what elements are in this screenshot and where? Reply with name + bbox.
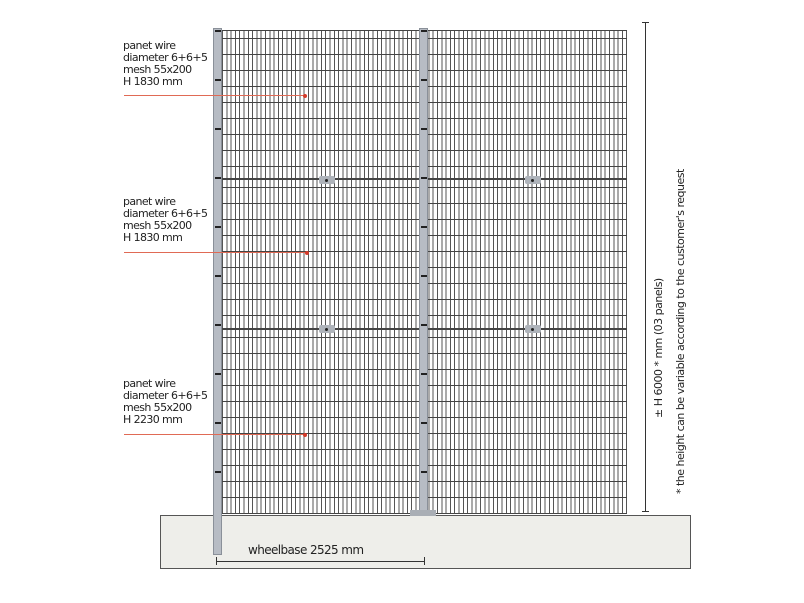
- post-clamp: [215, 128, 221, 130]
- post-clamp: [215, 373, 221, 375]
- dimension-tick: [424, 557, 425, 565]
- post-clamp: [421, 373, 427, 375]
- post-clamp: [421, 79, 427, 81]
- label-line: panet wire: [123, 39, 176, 52]
- label-line: H 1830 mm: [123, 231, 183, 244]
- panel-label-bottom: panet wire diameter 6+6+5 mesh 55x200 H …: [123, 377, 208, 426]
- post-base-plate: [410, 510, 436, 516]
- panel-bracket: [525, 176, 541, 184]
- post-clamp: [215, 177, 221, 179]
- post-clamp: [215, 226, 221, 228]
- post-clamp: [215, 30, 221, 32]
- wheelbase-dimension-line: [216, 561, 425, 562]
- panel-bracket: [525, 325, 541, 333]
- panel-label-middle: panet wire diameter 6+6+5 mesh 55x200 H …: [123, 195, 208, 244]
- post-clamp: [215, 471, 221, 473]
- panel-bracket: [319, 176, 335, 184]
- label-line: H 2230 mm: [123, 413, 183, 426]
- post-clamp: [421, 422, 427, 424]
- label-line: mesh 55x200: [123, 63, 192, 76]
- post-clamp: [421, 128, 427, 130]
- post-clamp: [215, 422, 221, 424]
- post-clamp: [421, 471, 427, 473]
- dimension-tick: [642, 22, 649, 23]
- label-line: panet wire: [123, 195, 176, 208]
- post-clamp: [421, 226, 427, 228]
- post-clamp: [421, 275, 427, 277]
- height-dimension-text: ± H 6000 * mm (03 panels): [652, 278, 665, 418]
- dimension-tick: [642, 511, 649, 512]
- leader-line: [124, 432, 307, 437]
- post-clamp: [421, 177, 427, 179]
- fence-post-left: [213, 28, 222, 555]
- post-clamp: [215, 79, 221, 81]
- post-clamp: [421, 30, 427, 32]
- panel-label-top: panet wire diameter 6+6+5 mesh 55x200 H …: [123, 39, 208, 88]
- leader-line: [124, 250, 309, 255]
- label-line: diameter 6+6+5: [123, 207, 208, 220]
- height-dimension-line: [645, 22, 646, 512]
- label-line: mesh 55x200: [123, 219, 192, 232]
- label-line: panet wire: [123, 377, 176, 390]
- post-clamp: [421, 324, 427, 326]
- height-note-text: * the height can be variable according t…: [674, 169, 687, 494]
- leader-line: [124, 93, 307, 98]
- label-line: mesh 55x200: [123, 401, 192, 414]
- wheelbase-text: wheelbase 2525 mm: [248, 543, 364, 557]
- post-clamp: [215, 324, 221, 326]
- fence-post-middle: [419, 28, 428, 512]
- panel-bracket: [319, 325, 335, 333]
- label-line: H 1830 mm: [123, 75, 183, 88]
- post-clamp: [215, 275, 221, 277]
- label-line: diameter 6+6+5: [123, 51, 208, 64]
- label-line: diameter 6+6+5: [123, 389, 208, 402]
- dimension-tick: [216, 557, 217, 565]
